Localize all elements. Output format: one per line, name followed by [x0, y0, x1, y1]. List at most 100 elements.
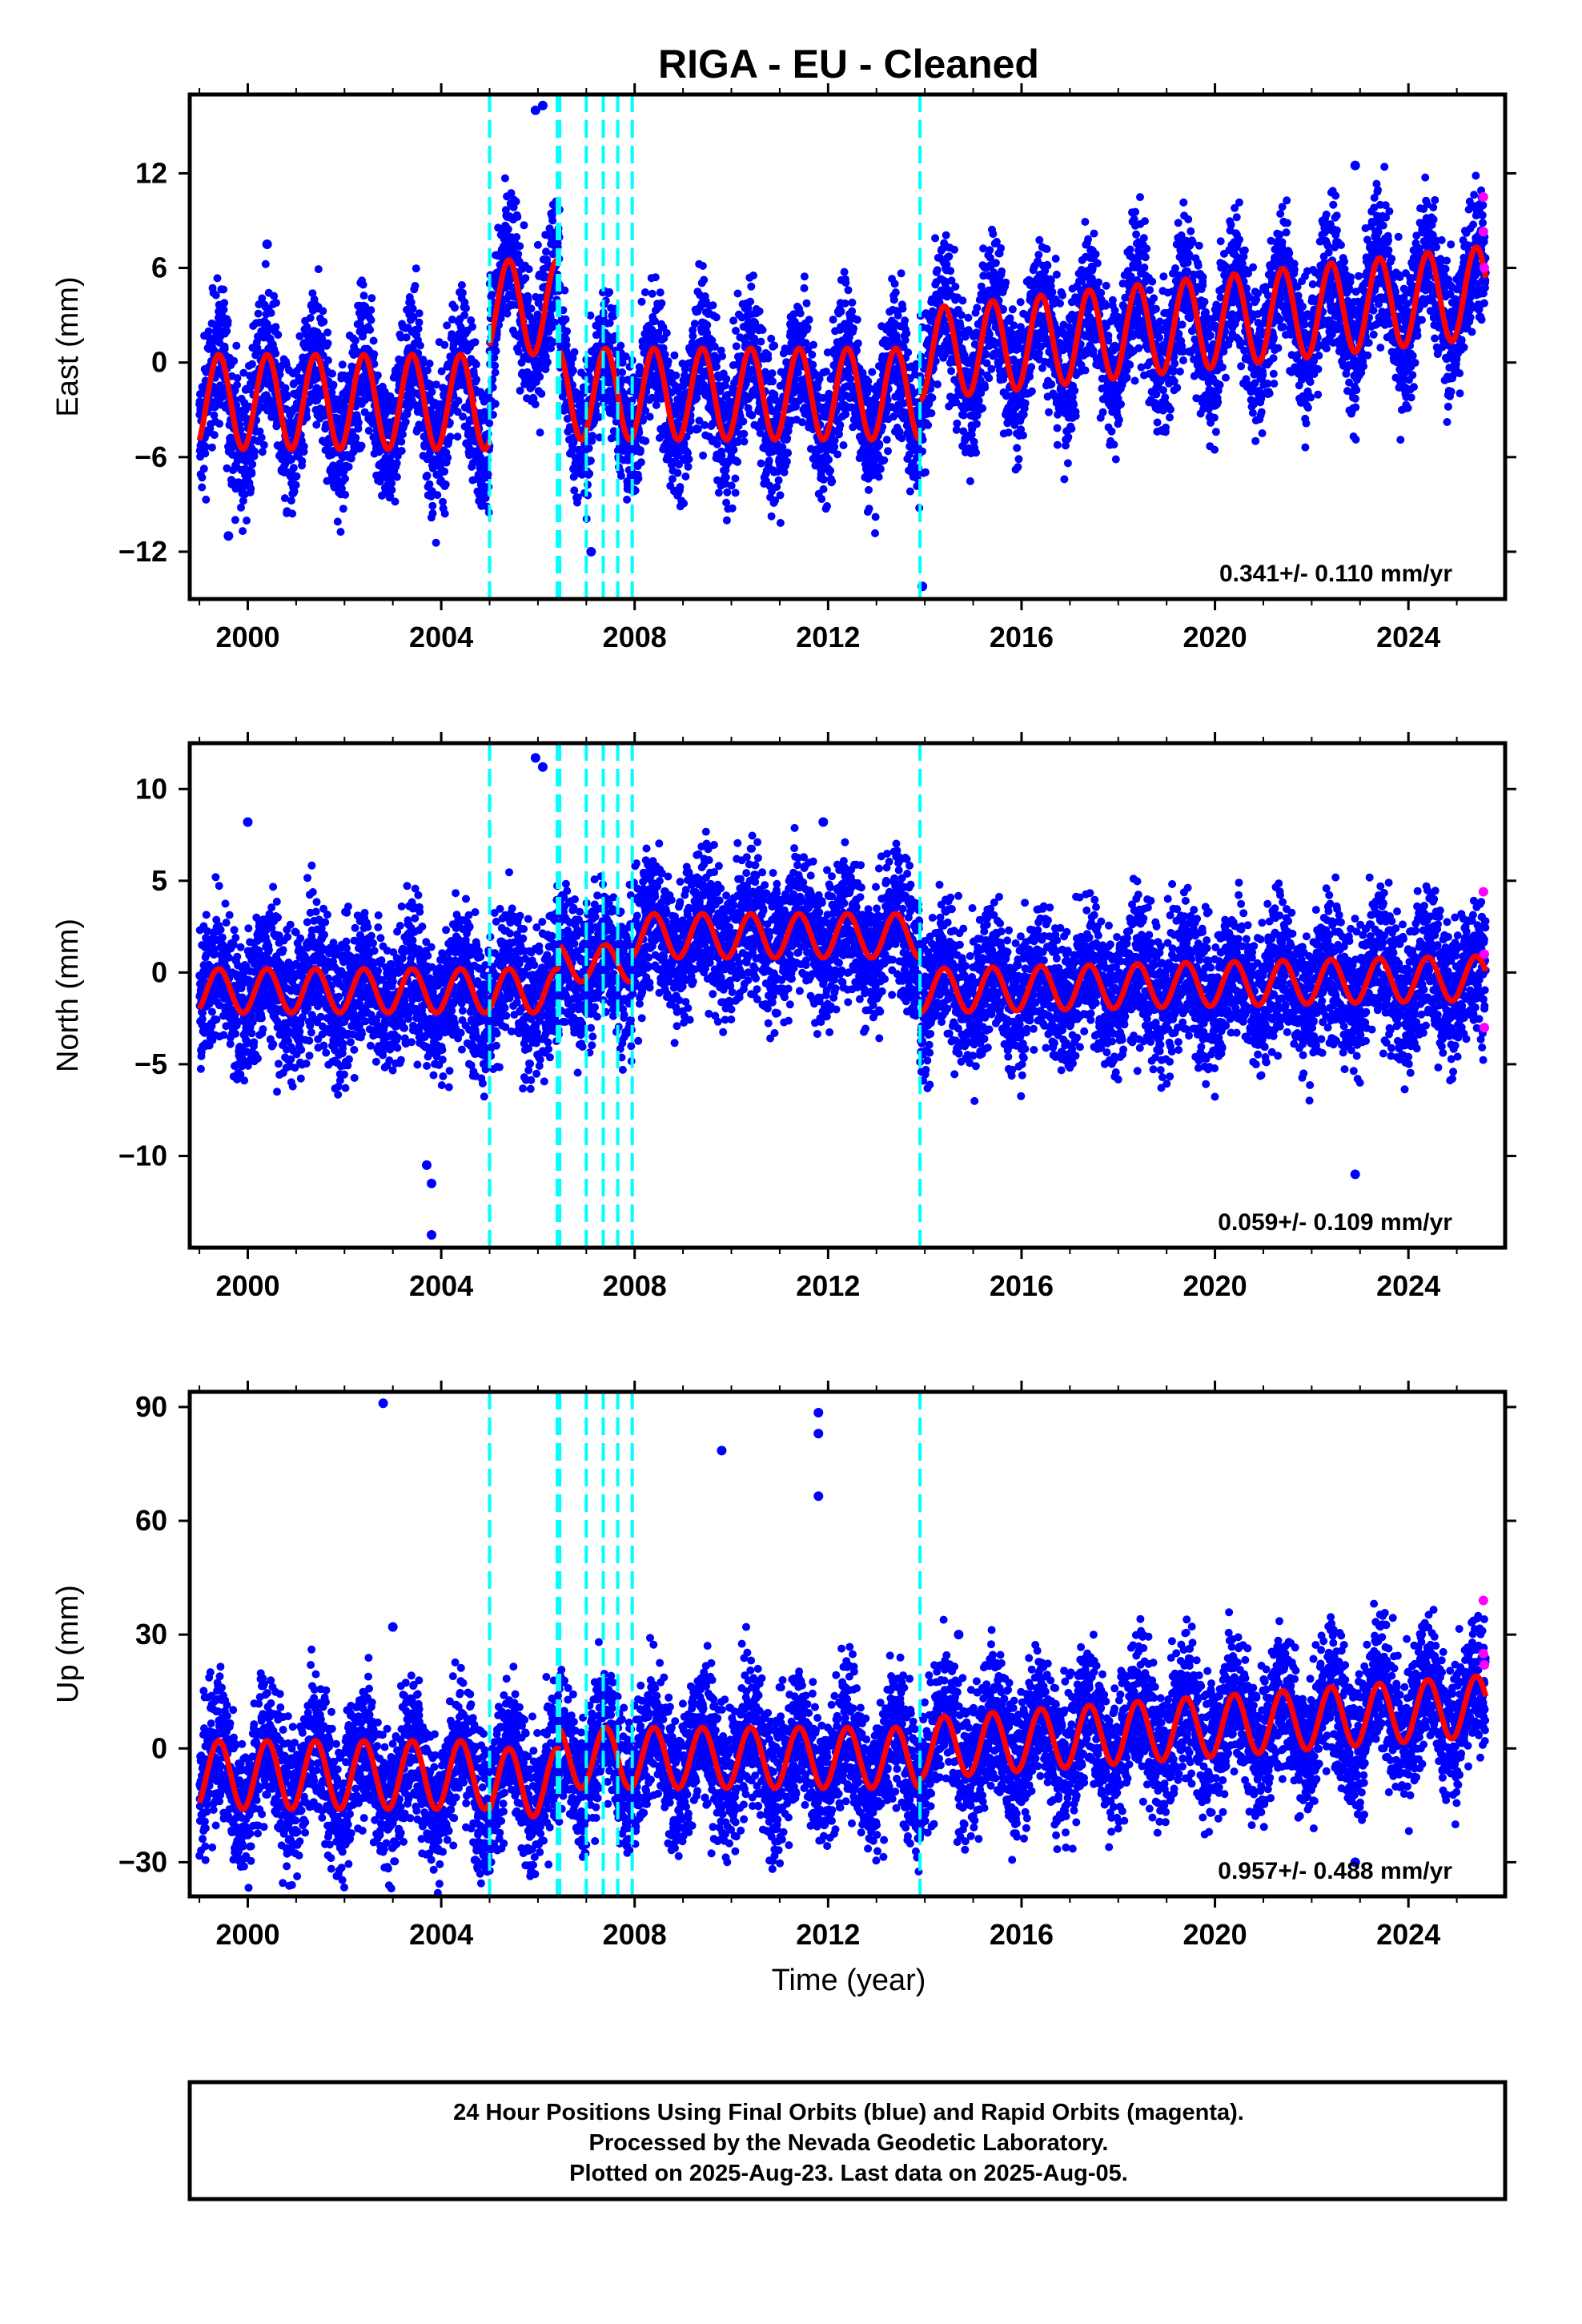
- data-point: [1010, 321, 1018, 330]
- data-point: [198, 483, 207, 492]
- data-point: [836, 420, 845, 429]
- data-point: [305, 396, 314, 405]
- data-point: [721, 480, 730, 489]
- data-point: [257, 433, 266, 442]
- data-point: [550, 318, 559, 327]
- data-point: [848, 298, 857, 307]
- data-point: [675, 460, 683, 469]
- data-point: [639, 416, 647, 425]
- data-point: [651, 317, 659, 325]
- data-point: [215, 420, 224, 428]
- data-point: [549, 338, 558, 347]
- data-point: [295, 332, 304, 340]
- data-point: [690, 320, 699, 328]
- data-point: [387, 485, 396, 494]
- data-point: [281, 384, 290, 392]
- data-point: [247, 485, 255, 493]
- data-point: [274, 331, 283, 340]
- data-point: [605, 287, 614, 296]
- data-point: [401, 417, 410, 426]
- data-point: [490, 353, 499, 362]
- data-point: [563, 327, 572, 336]
- data-point: [758, 326, 767, 334]
- data-point: [740, 429, 749, 438]
- data-point: [323, 328, 332, 337]
- data-point: [853, 316, 861, 324]
- data-point: [367, 294, 376, 303]
- data-point: [204, 327, 213, 336]
- data-point: [588, 432, 596, 440]
- data-point: [387, 479, 396, 488]
- data-point: [927, 409, 936, 417]
- data-point: [732, 327, 740, 335]
- data-point: [329, 380, 338, 389]
- data-point: [536, 293, 545, 302]
- data-point: [767, 334, 776, 343]
- data-point: [496, 314, 505, 323]
- data-point: [651, 273, 660, 282]
- data-point: [898, 304, 907, 313]
- data-point: [513, 212, 522, 221]
- data-point: [485, 419, 494, 428]
- data-point: [568, 354, 577, 363]
- data-point: [959, 411, 968, 420]
- data-point: [839, 441, 848, 449]
- data-point: [747, 282, 756, 291]
- data-point: [864, 377, 873, 386]
- data-point: [802, 299, 811, 308]
- data-point: [255, 300, 263, 309]
- data-point: [207, 443, 216, 452]
- data-point: [770, 341, 779, 350]
- data-point: [373, 371, 382, 380]
- data-point: [841, 299, 849, 308]
- data-point: [684, 462, 693, 471]
- data-point: [823, 502, 831, 510]
- data-point: [283, 392, 291, 401]
- data-point: [825, 456, 833, 464]
- data-point: [905, 487, 914, 496]
- data-point: [536, 428, 544, 437]
- data-point: [512, 197, 520, 206]
- data-point: [769, 377, 777, 386]
- data-point: [805, 316, 813, 324]
- data-point: [713, 356, 721, 364]
- data-point: [699, 451, 708, 460]
- data-point: [425, 480, 434, 489]
- data-point: [347, 454, 355, 463]
- data-point: [676, 483, 685, 491]
- data-point: [462, 304, 470, 312]
- data-point: [618, 358, 627, 367]
- data-point: [584, 444, 593, 452]
- data-point: [213, 274, 222, 283]
- data-point: [740, 437, 749, 446]
- data-point: [953, 419, 962, 428]
- data-point: [840, 267, 849, 276]
- data-point: [230, 356, 239, 365]
- data-point: [412, 264, 420, 273]
- data-point: [817, 495, 826, 504]
- data-point: [454, 396, 463, 405]
- data-point: [233, 374, 242, 383]
- data-point: [357, 441, 366, 450]
- data-point: [220, 344, 229, 353]
- data-point: [547, 344, 555, 352]
- data-point: [889, 412, 897, 421]
- data-point: [287, 497, 295, 505]
- data-point: [714, 489, 723, 497]
- data-point: [986, 246, 994, 255]
- data-point: [713, 440, 721, 448]
- data-point: [947, 367, 956, 376]
- data-point: [403, 410, 412, 419]
- data-point: [433, 491, 442, 500]
- data-point: [573, 493, 582, 502]
- data-point: [289, 464, 298, 472]
- data-point: [648, 289, 656, 298]
- figure-title: RIGA - EU - Cleaned: [658, 42, 1039, 86]
- data-point: [428, 501, 437, 510]
- data-point: [871, 513, 880, 521]
- data-point: [876, 464, 885, 473]
- data-point: [623, 495, 632, 504]
- data-point: [841, 279, 850, 287]
- data-point: [248, 360, 256, 368]
